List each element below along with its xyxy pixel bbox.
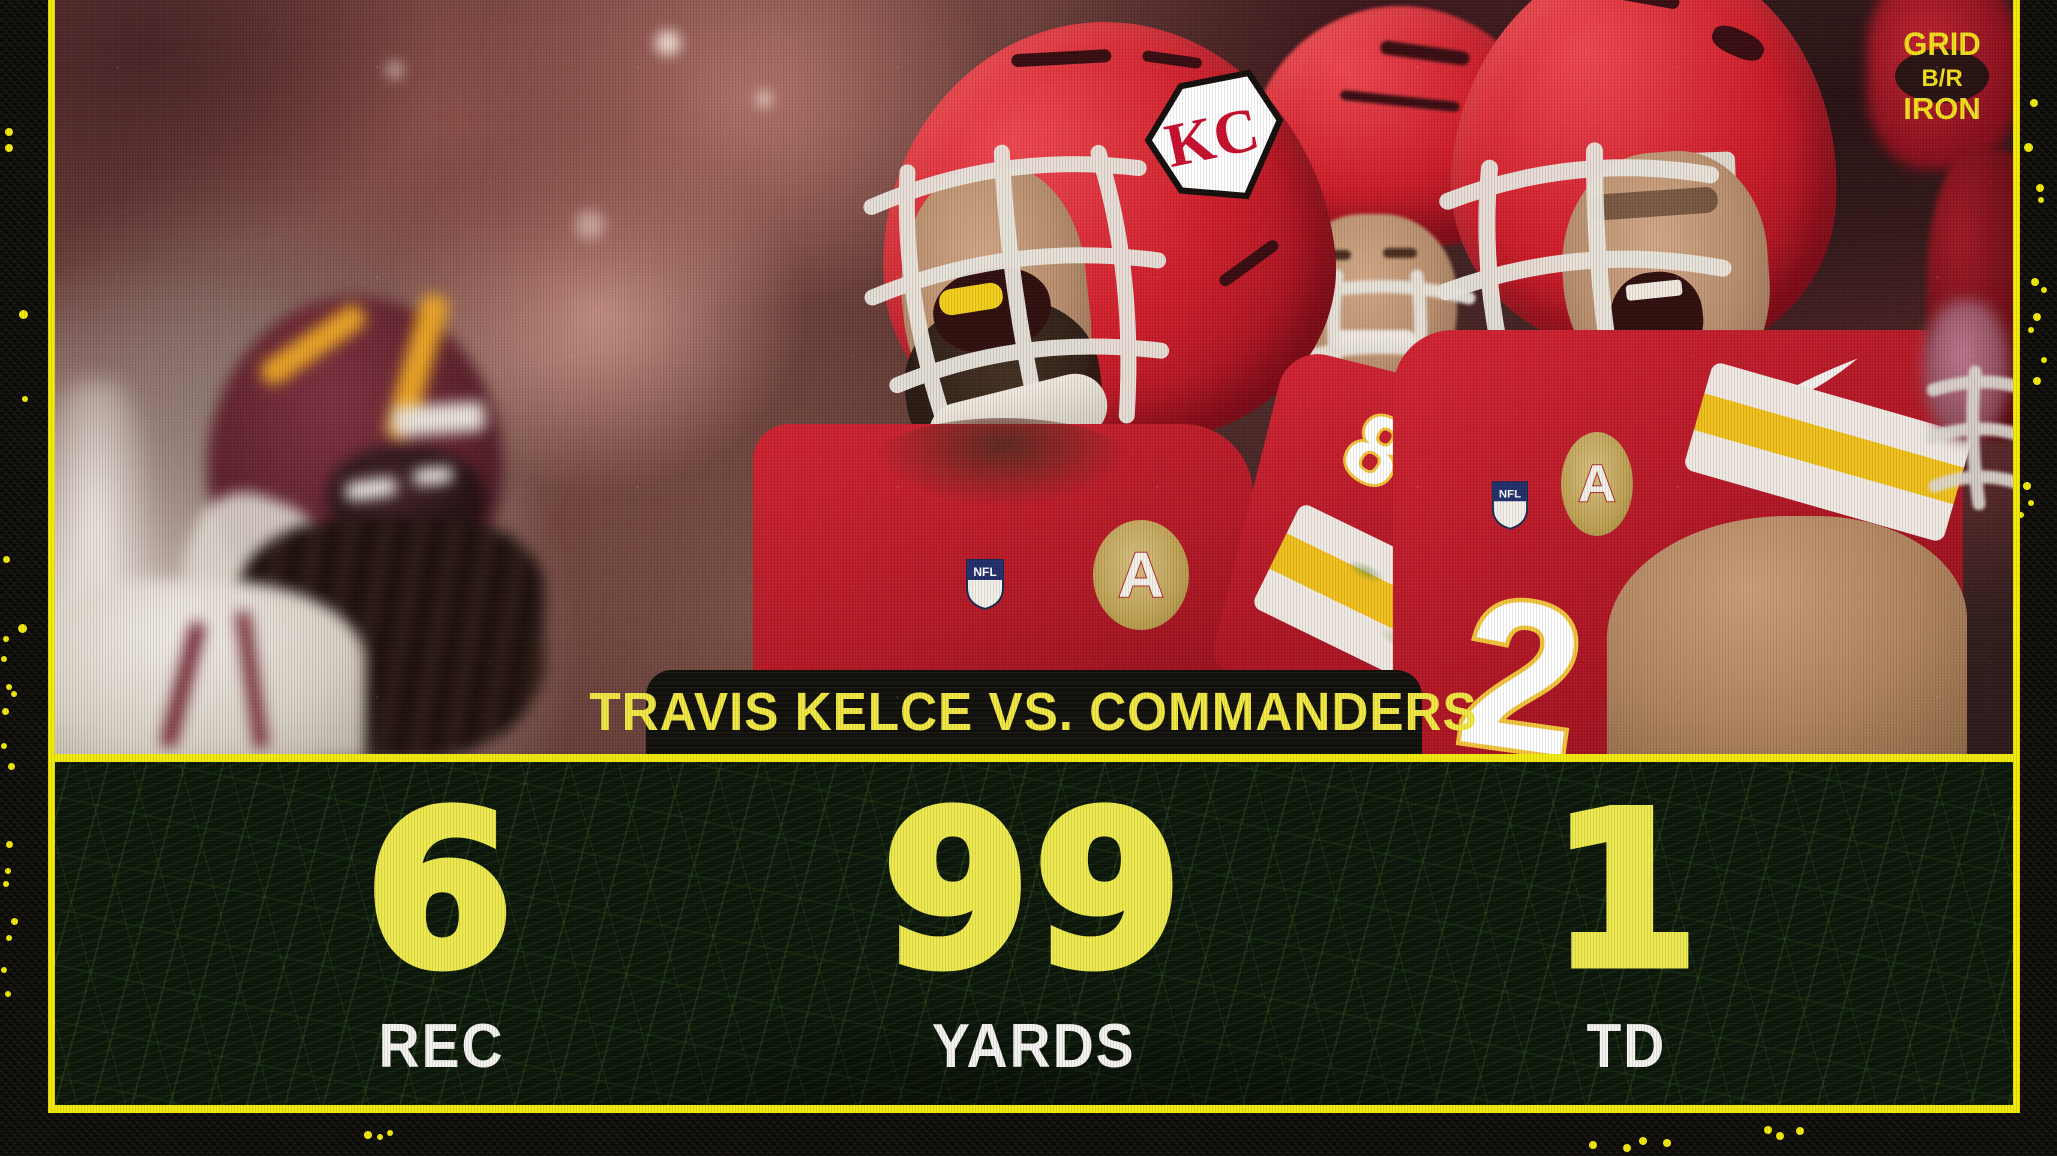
stadium-light-bokeh <box>655 30 681 56</box>
stat-value: 99 <box>878 767 1186 1014</box>
afc-patch: A <box>1561 432 1633 536</box>
stat-rec: 6 REC <box>145 762 738 1105</box>
edge-facemask <box>1927 365 2013 510</box>
nfl-shield: NFL <box>966 559 1004 610</box>
content-frame: KC <box>48 0 2020 1113</box>
helmet-front-label <box>392 400 486 438</box>
afc-patch: A <box>1093 520 1189 630</box>
matchup-banner: TRAVIS KELCE VS. COMMANDERS <box>590 670 1477 754</box>
stadium-light-bokeh <box>385 60 405 80</box>
svg-text:NFL: NFL <box>1499 488 1521 500</box>
bare-arm <box>1607 516 1967 754</box>
logo-br: B/R <box>1921 65 1962 92</box>
stat-label: TD <box>1586 1011 1667 1081</box>
logo-iron: IRON <box>1903 91 1981 126</box>
gridiron-logo: GRID B/R IRON <box>1895 26 1989 126</box>
stat-value: 1 <box>1546 767 1703 1014</box>
stat-value: 6 <box>361 767 518 1014</box>
hero-photo: KC <box>55 0 2013 754</box>
pink-blur <box>1923 300 2009 440</box>
stat-yards: 99 YARDS <box>738 762 1331 1105</box>
football-ellipse <box>1895 49 1989 103</box>
stats-panel: 6 REC 99 YARDS 1 TD <box>55 754 2013 1105</box>
banner-text: TRAVIS KELCE VS. COMMANDERS <box>589 682 1479 742</box>
kc-helmet-logo: KC <box>1144 69 1284 200</box>
logo-grid: GRID <box>1903 26 1980 62</box>
commanders-white-jersey <box>55 580 365 754</box>
kelce-helmet: KC <box>859 0 1353 469</box>
stat-label: REC <box>378 1011 505 1081</box>
svg-text:NFL: NFL <box>973 565 996 579</box>
stadium-light-bokeh <box>755 90 773 108</box>
stat-label: YARDS <box>932 1011 1136 1081</box>
stadium-light-bokeh <box>575 210 605 240</box>
nfl-shield: NFL <box>1491 481 1529 530</box>
stat-td: 1 TD <box>1330 762 1923 1105</box>
